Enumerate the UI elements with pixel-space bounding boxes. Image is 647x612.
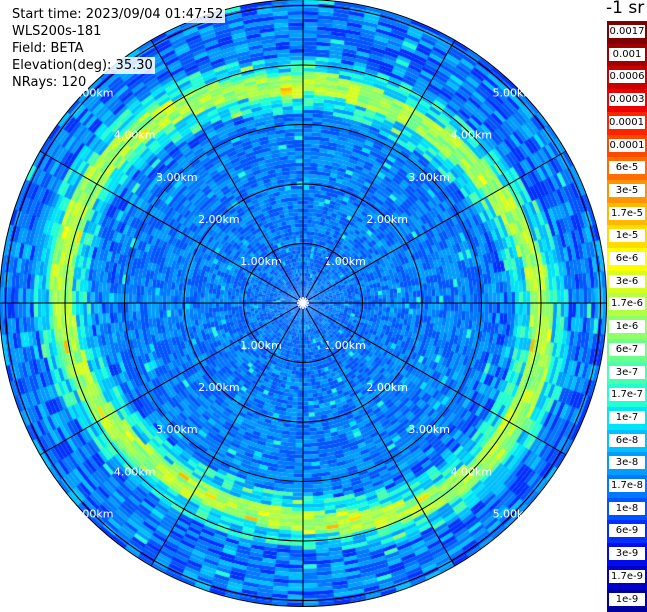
colorbar-tick-label: 3e-9: [609, 547, 645, 560]
range-ring-label: 3.00km: [408, 171, 450, 184]
range-ring-label: 2.00km: [198, 381, 240, 394]
range-ring-label: 2.00km: [198, 213, 240, 226]
colorbar-tick-label: 1.7e-6: [609, 297, 645, 310]
colorbar-title: -1 sr: [606, 0, 644, 18]
colorbar-tick-label: 1e-9: [609, 593, 645, 606]
colorbar-tick-label: 0.001: [609, 48, 645, 61]
colorbar-tick-label: 1.7e-8: [609, 479, 645, 492]
colorbar-tick-label: 6e-7: [609, 343, 645, 356]
colorbar-tick-label: 6e-5: [609, 161, 645, 174]
colorbar-tick-label: 0.0001: [609, 139, 645, 152]
range-ring-label: 3.00km: [408, 423, 450, 436]
colorbar-tick-label: 3e-5: [609, 184, 645, 197]
instrument-label: WLS200s-181: [10, 23, 103, 40]
colorbar-tick-label: 0.00017: [609, 116, 645, 129]
range-ring-label: 5.00km: [72, 507, 114, 520]
colorbar-tick-label: 6e-9: [609, 524, 645, 537]
field-label: Field: BETA: [10, 40, 85, 57]
colorbar-tick-label: 3e-7: [609, 366, 645, 379]
range-ring-label: 3.00km: [156, 423, 198, 436]
elevation-label: Elevation(deg): 35.30: [10, 57, 155, 74]
scan-info: Start time: 2023/09/04 01:47:52 WLS200s-…: [10, 6, 225, 91]
colorbar-tick-label: 6e-6: [609, 252, 645, 265]
colorbar: 0.0017 0.001 0.0006 0.0003 0.00017 0.0001 6e-5…: [607, 21, 647, 611]
range-ring-label: 1.00km: [324, 255, 366, 268]
colorbar-tick-label: 1e-7: [609, 411, 645, 424]
colorbar-tick-label: 3e-8: [609, 456, 645, 469]
colorbar-tick-label: 1e-6: [609, 320, 645, 333]
colorbar-tick-label: 1e-5: [609, 229, 645, 242]
range-ring-label: 2.00km: [366, 381, 408, 394]
start-time-label: Start time: 2023/09/04 01:47:52: [10, 6, 225, 23]
range-ring-label: 5.00km: [493, 507, 535, 520]
range-ring-label: 2.00km: [366, 213, 408, 226]
colorbar-tick-label: 3e-6: [609, 275, 645, 288]
colorbar-tick-label: 0.0017: [609, 25, 645, 38]
range-ring-label: 4.00km: [451, 465, 493, 478]
range-ring-label: 5.00km: [493, 87, 535, 100]
colorbar-tick-label: 1.7e-7: [609, 388, 645, 401]
colorbar-tick-label: 0.0006: [609, 70, 645, 83]
range-ring-label: 4.00km: [114, 129, 156, 142]
colorbar-tick-label: 1.7e-9: [609, 570, 645, 583]
colorbar-tick-label: 1.7e-5: [609, 207, 645, 220]
colorbar-tick-label: 6e-8: [609, 434, 645, 447]
nrays-label: NRays: 120: [10, 74, 88, 91]
range-ring-label: 3.00km: [156, 171, 198, 184]
colorbar-tick-label: 1e-8: [609, 502, 645, 515]
range-ring-label: 1.00km: [240, 255, 282, 268]
range-ring-label: 4.00km: [114, 465, 156, 478]
colorbar-tick-label: 0.0003: [609, 93, 645, 106]
range-ring-label: 4.00km: [451, 129, 493, 142]
